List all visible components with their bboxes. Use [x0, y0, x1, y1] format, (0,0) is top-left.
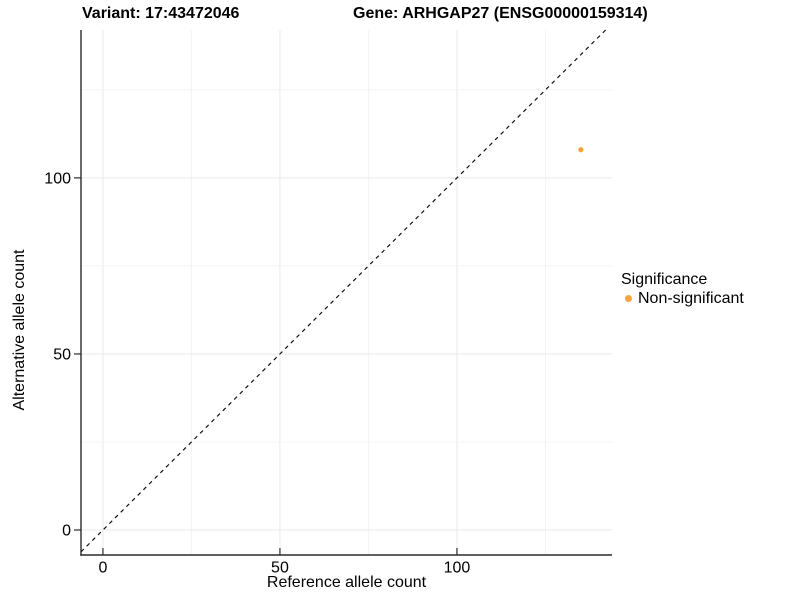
x-tick-label: 0	[98, 560, 107, 577]
legend-entry: Non-significant	[621, 289, 744, 308]
plot-title-gene: Gene: ARHGAP27 (ENSG00000159314)	[353, 5, 648, 22]
y-tick-label: 100	[44, 170, 71, 187]
x-tick-label: 100	[444, 560, 471, 577]
y-axis-title: Alternative allele count	[11, 249, 28, 411]
legend-title: Significance	[621, 271, 708, 288]
y-tick-label: 0	[62, 523, 71, 540]
x-axis-title: Reference allele count	[266, 574, 427, 591]
x-tick-label: 50	[271, 560, 289, 577]
legend-entry-label: Non-significant	[638, 290, 744, 307]
legend-entries: Non-significant	[621, 289, 744, 308]
legend: Significance Non-significant	[621, 270, 744, 308]
legend-key-dot	[625, 295, 632, 302]
data-point	[578, 147, 584, 153]
y-tick-label: 50	[53, 346, 71, 363]
identity-line	[80, 29, 607, 553]
plot-title-variant: Variant: 17:43472046	[82, 5, 240, 22]
